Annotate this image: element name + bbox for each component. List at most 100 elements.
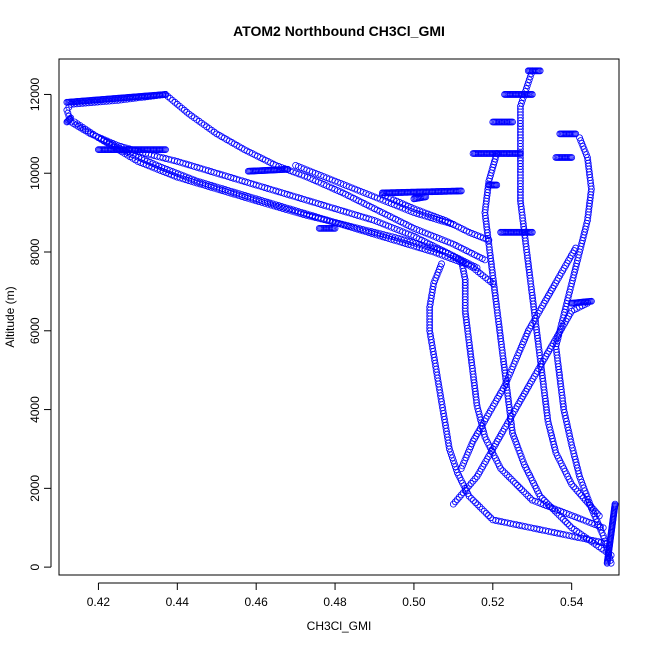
data-point xyxy=(447,220,454,227)
data-point xyxy=(469,477,477,485)
data-point xyxy=(515,446,523,454)
data-point xyxy=(509,477,517,485)
data-point xyxy=(565,511,573,518)
x-tick-label: 0.54 xyxy=(560,595,584,609)
data-point xyxy=(480,507,488,515)
data-point xyxy=(578,478,586,486)
data-point xyxy=(574,514,582,522)
data-point xyxy=(474,268,482,276)
data-point xyxy=(528,228,536,236)
data-point xyxy=(511,435,519,443)
data-point xyxy=(298,171,306,179)
data-point xyxy=(514,482,521,489)
y-tick-label: 10000 xyxy=(28,156,42,190)
data-point xyxy=(481,256,489,264)
data-point xyxy=(570,483,578,491)
data-point xyxy=(457,491,465,499)
data-point xyxy=(577,515,584,523)
data-point xyxy=(581,487,589,495)
data-point xyxy=(585,518,593,526)
data-point xyxy=(465,482,473,490)
data-point xyxy=(507,475,515,483)
data-point xyxy=(489,280,497,287)
data-point xyxy=(553,509,561,517)
data-point xyxy=(65,116,73,124)
data-point xyxy=(572,244,580,252)
data-point xyxy=(534,498,542,506)
data-point xyxy=(524,492,532,500)
data-point xyxy=(447,255,455,262)
data-point xyxy=(503,471,511,479)
data-point xyxy=(482,274,489,282)
data-point xyxy=(517,452,525,460)
data-point xyxy=(595,512,603,520)
data-point xyxy=(450,460,458,468)
data-point xyxy=(471,475,479,483)
y-tick-label: 8000 xyxy=(28,238,42,265)
data-point xyxy=(472,499,479,507)
data-point xyxy=(599,524,607,532)
data-point xyxy=(512,438,520,446)
data-points xyxy=(63,67,619,567)
data-point xyxy=(178,104,186,112)
data-point xyxy=(582,517,590,525)
data-point xyxy=(485,512,492,519)
data-point xyxy=(562,510,570,517)
data-point xyxy=(456,258,463,266)
data-point xyxy=(540,501,547,508)
data-point xyxy=(545,503,553,511)
data-point xyxy=(505,473,513,481)
data-point xyxy=(548,504,556,512)
data-point xyxy=(295,170,303,178)
y-tick-label: 0 xyxy=(28,563,42,570)
data-point xyxy=(523,82,531,89)
data-point xyxy=(489,516,497,524)
data-point xyxy=(517,102,524,110)
data-point xyxy=(528,496,536,504)
data-point xyxy=(292,169,300,177)
data-point xyxy=(176,102,184,110)
data-point xyxy=(449,500,457,508)
data-point xyxy=(587,297,595,305)
data-point xyxy=(537,500,545,507)
x-tick-label: 0.50 xyxy=(402,595,426,609)
data-point xyxy=(453,496,461,503)
data-point xyxy=(591,508,599,515)
y-tick-label: 12000 xyxy=(28,77,42,111)
data-point xyxy=(516,484,524,491)
data-point xyxy=(169,96,176,104)
data-point xyxy=(448,454,456,462)
data-point xyxy=(580,484,588,492)
data-point xyxy=(520,461,528,469)
data-point xyxy=(518,486,526,494)
chart-title: ATOM2 Northbound CH3Cl_GMI xyxy=(233,23,445,39)
data-point xyxy=(482,510,490,517)
data-point xyxy=(449,457,457,465)
data-point xyxy=(166,94,174,102)
data-point xyxy=(473,264,481,272)
data-point xyxy=(561,518,569,525)
data-point xyxy=(584,496,592,503)
data-point xyxy=(589,505,597,513)
data-point xyxy=(564,520,571,527)
data-point xyxy=(525,76,533,84)
data-point xyxy=(474,501,482,509)
data-point xyxy=(524,79,532,87)
data-point xyxy=(519,458,527,466)
data-point xyxy=(538,494,546,502)
data-point xyxy=(63,106,71,114)
data-point xyxy=(164,93,172,100)
data-point xyxy=(587,503,595,511)
data-point xyxy=(459,489,467,497)
data-point xyxy=(580,494,587,502)
data-point xyxy=(574,487,581,495)
data-point xyxy=(478,505,486,513)
x-axis-label: CH3Cl_GMI xyxy=(307,619,372,633)
data-point xyxy=(572,485,580,493)
data-point xyxy=(549,505,557,513)
data-point xyxy=(586,501,593,509)
data-point xyxy=(493,181,501,189)
data-point xyxy=(451,498,459,506)
data-point xyxy=(438,260,445,268)
data-point xyxy=(486,278,494,285)
